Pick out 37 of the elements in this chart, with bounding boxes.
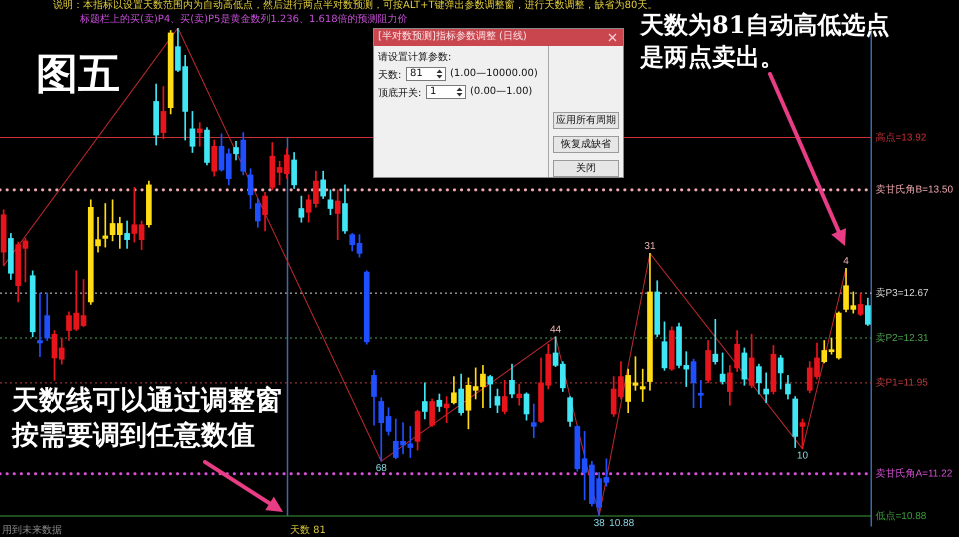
annotation: 天数 81 [290, 525, 326, 537]
text: 标题栏上的买(卖)P4、买(卖)P5是黄金数列1.236、1.618倍的预测阻力价 [80, 14, 408, 26]
number-input: 1 [426, 85, 466, 99]
annotation: 天数线可以通过调整窗 [12, 384, 282, 418]
candlestick [800, 418, 806, 450]
annotation: (0.00—1.00) [470, 86, 532, 97]
annotation: 31 [644, 241, 656, 252]
annotation: 68 [376, 463, 388, 474]
y-tick-label: 卖P2=12.31 [875, 332, 929, 344]
reset-button: 恢复成缺省 [553, 136, 619, 153]
annotation: 天数: [378, 69, 402, 82]
annotation: 天数为81自动高低选点 [640, 10, 890, 40]
close-button: 关闭 [553, 160, 619, 177]
y-tick-label: 卖P1=11.95 [875, 376, 928, 389]
annotation: 81 [410, 68, 423, 80]
y-tick-label: 卖甘氏角A=11.22 [875, 467, 953, 480]
annotation: 38 [594, 518, 606, 529]
apply-button: 应用所有周期 [553, 112, 619, 129]
annotation: 图五 [36, 48, 120, 100]
annotation: [半对数预测]指标参数调整 (日线) [378, 31, 527, 43]
annotation: 4 [843, 256, 850, 268]
y-tick-label: 卖甘氏角B=13.50 [875, 184, 954, 196]
y-tick-label: 低点=10.88 [875, 510, 927, 522]
annotation: 用到未来数据 [2, 525, 62, 537]
y-tick-label: 高点=13.92 [875, 131, 927, 144]
annotation: 10.88 [609, 518, 635, 529]
annotation: 顶底开关: [378, 86, 422, 100]
annotation: 10 [796, 450, 808, 462]
number-input: 81 [406, 67, 446, 81]
annotation: (1.00—10000.00) [450, 68, 538, 79]
annotation: 请设置计算参数: [378, 50, 452, 64]
annotation: 44 [550, 324, 562, 336]
candlestick [37, 292, 43, 358]
y-tick-label: 卖P3=12.67 [875, 286, 929, 299]
annotation: 1 [430, 86, 436, 98]
annotation: 按需要调到任意数值 [12, 419, 255, 453]
annotation: 是两点卖出。 [640, 42, 784, 72]
